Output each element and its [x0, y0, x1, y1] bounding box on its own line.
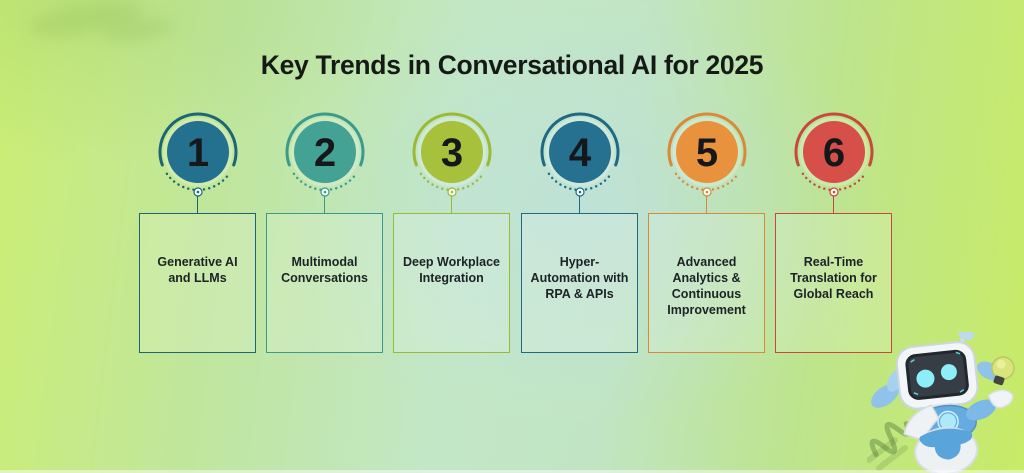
trend-card: Generative AI and LLMs — [139, 213, 256, 353]
trend-label: Deep Workplace Integration — [402, 255, 501, 285]
bottom-edge-highlight — [0, 470, 1024, 473]
robot-with-lightbulb-icon — [867, 332, 1015, 473]
connector-line — [833, 196, 834, 213]
trend-card: Deep Workplace Integration — [393, 213, 510, 353]
trend-card: Hyper-Automation with RPA & APIs — [521, 213, 638, 353]
step-badge-3: 3 — [412, 112, 491, 197]
trend-item-4: 4 Hyper-Automation with RPA & APIs — [521, 108, 638, 353]
step-badge-2: 2 — [285, 112, 364, 197]
trend-item-1: 1 Generative AI and LLMs — [139, 108, 256, 353]
trend-card: Multimodal Conversations — [266, 213, 383, 353]
trend-label: Generative AI and LLMs — [157, 255, 238, 285]
connector-line — [197, 196, 198, 213]
trend-item-5: 5 Advanced Analytics & Continuous Improv… — [648, 108, 765, 353]
trend-item-3: 3 Deep Workplace Integration — [393, 108, 510, 353]
step-number: 2 — [313, 131, 335, 175]
step-badge-4: 4 — [540, 112, 619, 197]
trend-label: Multimodal Conversations — [281, 255, 368, 285]
page-title: Key Trends in Conversational AI for 2025 — [260, 50, 764, 80]
step-number: 4 — [568, 131, 591, 175]
step-number: 1 — [186, 131, 208, 175]
trend-item-2: 2 Multimodal Conversations — [266, 108, 383, 353]
trend-card: Real-Time Translation for Global Reach — [775, 213, 892, 353]
connector-line — [706, 196, 707, 213]
step-number: 3 — [440, 131, 462, 175]
step-number: 6 — [822, 131, 844, 175]
trend-label: Hyper-Automation with RPA & APIs — [530, 255, 629, 301]
trend-card: Advanced Analytics & Continuous Improvem… — [648, 213, 765, 353]
connector-line — [324, 196, 325, 213]
step-number: 5 — [695, 131, 717, 175]
trend-label: Advanced Analytics & Continuous Improvem… — [667, 255, 746, 317]
trend-label: Real-Time Translation for Global Reach — [790, 255, 877, 301]
step-badge-6: 6 — [794, 112, 873, 197]
connector-line — [451, 196, 452, 213]
step-badge-1: 1 — [158, 112, 237, 197]
connector-line — [579, 196, 580, 213]
step-badge-5: 5 — [667, 112, 746, 197]
trend-item-6: 6 Real-Time Translation for Global Reach — [775, 108, 892, 353]
